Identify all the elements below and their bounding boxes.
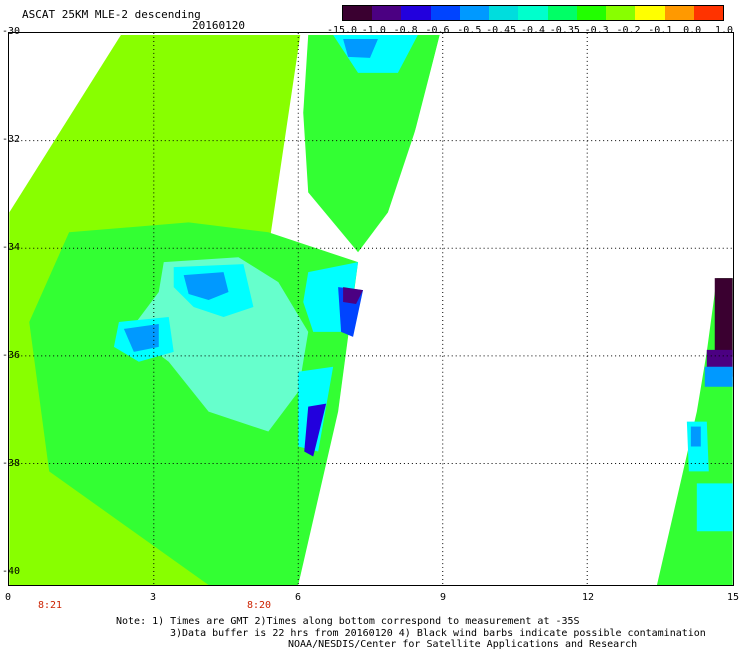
colorbar-segment xyxy=(664,6,694,20)
swath-right-cyan-2 xyxy=(696,483,733,532)
latitude-label: -30 xyxy=(2,26,21,37)
latitude-label: -38 xyxy=(2,458,21,469)
colorbar-segment xyxy=(606,6,636,20)
colorbar-tick-label: -0.6 xyxy=(425,25,450,36)
swath-top-green xyxy=(303,34,440,253)
latitude-label: -36 xyxy=(2,350,21,361)
colorbar-segment xyxy=(372,6,402,20)
colorbar-segment xyxy=(430,6,460,20)
colorbar-tick-label: -0.5 xyxy=(457,25,482,36)
map-title: ASCAT 25KM MLE-2 descending xyxy=(22,8,201,21)
note-line-1: Note: 1) Times are GMT 2)Times along bot… xyxy=(116,616,580,627)
longitude-label: 15 xyxy=(726,592,740,603)
colorbar-tick-label: -0.3 xyxy=(584,25,609,36)
longitude-label: 6 xyxy=(294,592,302,603)
colorbar-tick-label: -15.0 xyxy=(326,25,358,36)
time-label-2: 8:20 xyxy=(246,600,272,611)
longitude-label: 3 xyxy=(149,592,157,603)
latitude-label: -32 xyxy=(2,134,21,145)
swath-left-blue-4 xyxy=(304,403,327,457)
latitude-label: -40 xyxy=(2,566,21,577)
colorbar-tick-label: -0.4 xyxy=(520,25,546,36)
note-line-2: 3)Data buffer is 22 hrs from 20160120 4)… xyxy=(170,628,706,639)
longitude-label: 0 xyxy=(4,592,12,603)
swath-right-blue-2 xyxy=(690,426,701,447)
colorbar-tick-label: -0.35 xyxy=(549,25,580,36)
map-date: 20160120 xyxy=(192,19,245,32)
colorbar-tick-label: -1.0 xyxy=(361,25,386,36)
latitude-label: -34 xyxy=(2,242,21,253)
colorbar-segment xyxy=(459,6,490,20)
colorbar-segment xyxy=(635,6,665,20)
swath-left-indigo xyxy=(343,287,364,305)
colorbar-tick-label: -0.45 xyxy=(486,25,517,36)
swath-right-darkpurple xyxy=(714,278,733,357)
colorbar-segment xyxy=(401,6,431,20)
swath-left-blue-2 xyxy=(123,323,159,352)
longitude-label: 9 xyxy=(439,592,447,603)
swath-top-blue xyxy=(343,38,378,58)
colorbar-segment xyxy=(693,6,724,20)
swath-right-blue xyxy=(704,366,733,387)
colorbar xyxy=(342,5,724,21)
colorbar-tick-label: -0.1 xyxy=(648,25,673,36)
colorbar-tick-label: -0.2 xyxy=(616,25,641,36)
colorbar-tick-label: -0.8 xyxy=(393,25,418,36)
colorbar-segment xyxy=(576,6,607,20)
colorbar-segment xyxy=(489,6,519,20)
colorbar-segment xyxy=(518,6,548,20)
map-plot xyxy=(8,32,734,586)
colorbar-tick-label: 0.0 xyxy=(683,25,702,36)
colorbar-tick-label: 1.0 xyxy=(714,25,734,36)
colorbar-segment xyxy=(547,6,577,20)
colorbar-segment xyxy=(343,6,373,20)
swath-left-blue-core xyxy=(183,272,229,301)
swath-left-edge-mask xyxy=(298,34,733,585)
time-label-1: 8:21 xyxy=(37,600,63,611)
swath-left-aqua xyxy=(128,257,309,432)
note-line-3: NOAA/NESDIS/Center for Satellite Applica… xyxy=(288,639,638,650)
longitude-label: 12 xyxy=(581,592,595,603)
